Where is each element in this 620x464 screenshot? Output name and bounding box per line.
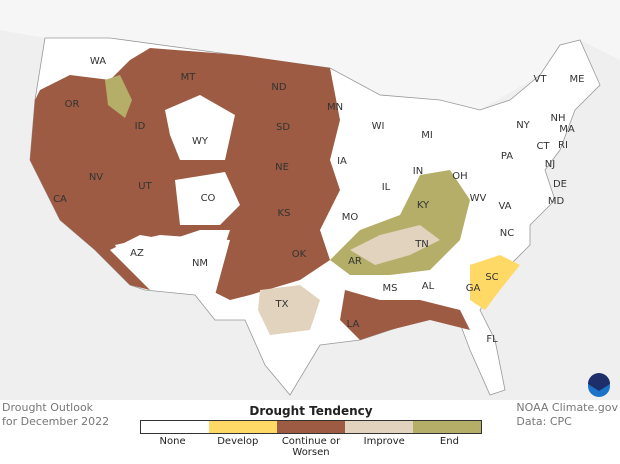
region-improve-south <box>258 285 320 335</box>
legend-label: End <box>439 436 459 447</box>
state-label-nm: NM <box>192 258 208 269</box>
state-label-ne: NE <box>275 162 289 173</box>
region-improve-midsouth <box>350 225 440 265</box>
legend-bar <box>140 420 482 434</box>
state-label-sd: SD <box>276 122 290 133</box>
legend-swatch-develop <box>209 421 277 433</box>
region-end-id <box>105 75 132 118</box>
state-label-ri: RI <box>558 140 568 151</box>
legend-label: Improve <box>363 436 405 447</box>
legend-swatch-continue <box>277 421 345 433</box>
caption-line: Drought Outlook <box>2 401 94 414</box>
state-label-co: CO <box>201 193 216 204</box>
source-caption: NOAA Climate.gov Data: CPC <box>516 401 618 429</box>
region-none-co <box>175 172 240 225</box>
legend-label: None <box>159 436 186 447</box>
legend-labels: None Develop Continue or Worsen Improve … <box>140 436 482 458</box>
state-label-in: IN <box>413 166 423 177</box>
state-label-az: AZ <box>130 248 144 259</box>
legend-title: Drought Tendency <box>249 404 373 418</box>
region-none-wy <box>165 95 235 160</box>
caption-line: for December 2022 <box>2 415 110 428</box>
legend-label: Continue or Worsen <box>281 436 341 458</box>
region-continue-gulf <box>340 290 470 340</box>
state-label-nh: NH <box>551 113 566 124</box>
state-label-ut: UT <box>138 181 152 192</box>
noaa-logo <box>588 373 610 397</box>
state-label-ar: AR <box>348 256 362 267</box>
state-label-ky: KY <box>417 200 430 211</box>
state-label-ma: MA <box>559 124 575 135</box>
state-label-mt: MT <box>181 72 197 83</box>
caption-line: NOAA Climate.gov <box>516 401 618 414</box>
state-label-mi: MI <box>421 130 433 141</box>
state-label-ga: GA <box>466 283 481 294</box>
legend-swatch-end <box>413 421 481 433</box>
state-label-nc: NC <box>500 228 514 239</box>
canada-land <box>0 0 620 110</box>
state-label-mn: MN <box>327 102 343 113</box>
state-label-wy: WY <box>192 136 209 147</box>
outlook-caption: Drought Outlook for December 2022 <box>2 401 109 429</box>
legend-label: Develop <box>217 436 259 447</box>
state-label-id: ID <box>135 121 146 132</box>
state-label-wi: WI <box>372 121 385 132</box>
state-label-ms: MS <box>383 283 398 294</box>
state-label-la: LA <box>347 319 360 330</box>
state-label-tn: TN <box>414 239 429 250</box>
state-label-me: ME <box>570 74 585 85</box>
state-label-vt: VT <box>534 74 548 85</box>
region-continue-west <box>30 48 340 300</box>
state-label-pa: PA <box>501 151 513 162</box>
state-label-wv: WV <box>470 193 487 204</box>
state-label-ks: KS <box>278 208 291 219</box>
state-label-fl: FL <box>486 334 498 345</box>
state-label-va: VA <box>498 201 511 212</box>
caption-line: Data: CPC <box>516 415 572 428</box>
region-none-aznm <box>115 235 230 295</box>
state-label-wa: WA <box>90 56 106 67</box>
state-label-ct: CT <box>536 141 550 152</box>
legend-swatch-improve <box>345 421 413 433</box>
state-label-tx: TX <box>275 299 289 310</box>
drought-outlook-map: WA OR ID MT ND SD WY NE NV UT CO KS CA AZ NM OK TX MN WI IA… <box>0 0 620 400</box>
state-label-or: OR <box>65 99 80 110</box>
region-develop-sc-ga <box>470 255 520 310</box>
state-label-de: DE <box>553 179 567 190</box>
state-label-ia: IA <box>337 156 347 167</box>
state-label-al: AL <box>422 281 435 292</box>
state-label-nv: NV <box>89 172 103 183</box>
state-label-mo: MO <box>342 212 359 223</box>
state-label-nj: NJ <box>545 159 555 170</box>
state-label-ca: CA <box>53 194 67 205</box>
state-label-sc: SC <box>485 272 498 283</box>
state-label-il: IL <box>382 182 391 193</box>
state-label-oh: OH <box>452 171 467 182</box>
state-label-nd: ND <box>271 82 286 93</box>
state-label-md: MD <box>548 196 565 207</box>
state-label-ok: OK <box>292 249 307 260</box>
legend-swatch-none <box>141 421 209 433</box>
state-label-ny: NY <box>516 120 530 131</box>
